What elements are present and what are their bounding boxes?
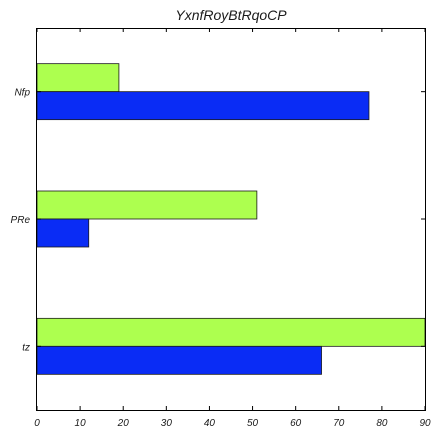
x-tick-label: 70 [333, 418, 345, 429]
bar-Nfp-series-2 [36, 63, 120, 93]
x-tick-label: 50 [247, 418, 259, 429]
bar-PRe-series-1 [36, 218, 90, 248]
bar-PRe-series-2 [36, 190, 258, 220]
x-tick-label: 80 [376, 418, 388, 429]
bars-layer [36, 63, 426, 375]
x-tick-label: 30 [161, 418, 173, 429]
bar-tz-series-1 [36, 345, 322, 375]
y-tick-label: Nfp [14, 88, 30, 99]
x-tick-label: 10 [75, 418, 87, 429]
chart-title: YxnfRoyBtRqoCP [175, 7, 287, 23]
x-tick-label: 40 [204, 418, 216, 429]
bar-tz-series-2 [36, 317, 426, 347]
x-tick-label: 60 [290, 418, 302, 429]
x-tick-label: 0 [34, 418, 40, 429]
x-tick-label: 90 [419, 418, 431, 429]
y-axis: Nfp PRe tz [11, 88, 425, 353]
x-axis: 0 10 20 30 40 50 60 70 80 90 [34, 28, 431, 429]
plot-frame [36, 28, 426, 411]
bar-Nfp-series-1 [36, 91, 370, 121]
y-tick-label: tz [22, 342, 30, 353]
y-tick-label: PRe [11, 215, 31, 226]
x-tick-label: 20 [117, 418, 130, 429]
